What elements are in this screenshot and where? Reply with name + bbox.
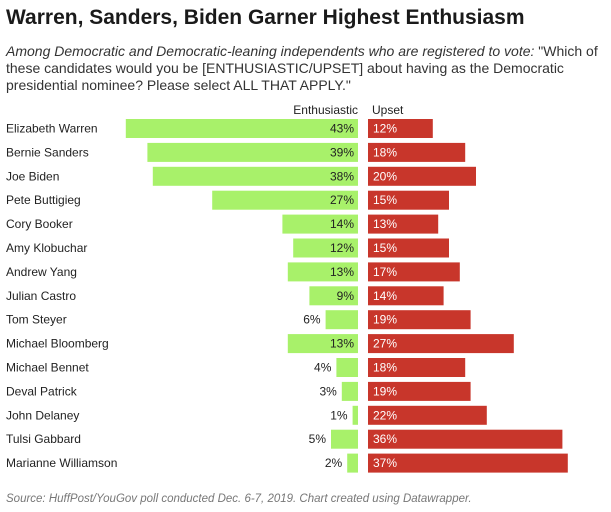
- data-label-enthusiastic: 1%: [330, 408, 348, 422]
- data-label-enthusiastic: 13%: [330, 337, 354, 351]
- bar-enthusiastic: [331, 429, 358, 449]
- bar-upset: [368, 453, 568, 473]
- category-label: Marianne Williamson: [6, 456, 117, 470]
- bar-enthusiastic: [325, 310, 358, 330]
- category-label: Amy Klobuchar: [6, 241, 87, 255]
- column-header-upset: Upset: [372, 103, 404, 117]
- chart-subtitle: Among Democratic and Democratic-leaning …: [6, 43, 602, 94]
- bar-upset: [368, 429, 563, 449]
- bar-upset: [368, 214, 439, 234]
- category-label: John Delaney: [6, 408, 79, 422]
- data-label-upset: 15%: [373, 193, 397, 207]
- category-label: Julian Castro: [6, 289, 76, 303]
- data-label-upset: 19%: [373, 313, 397, 327]
- bar-enthusiastic: [147, 142, 358, 162]
- category-label: Deval Patrick: [6, 384, 78, 398]
- data-label-upset: 19%: [373, 384, 397, 398]
- bar-upset: [368, 119, 433, 138]
- data-label-upset: 18%: [373, 361, 397, 375]
- category-label: Tom Steyer: [6, 313, 67, 327]
- bar-enthusiastic: [347, 453, 358, 473]
- data-label-upset: 37%: [373, 456, 397, 470]
- category-label: Michael Bennet: [6, 361, 89, 375]
- column-header-enthusiastic: Enthusiastic: [293, 103, 358, 117]
- data-label-upset: 36%: [373, 432, 397, 446]
- bar-enthusiastic: [212, 190, 358, 210]
- bar-enthusiastic: [152, 166, 358, 186]
- bar-enthusiastic: [293, 238, 358, 258]
- bar-upset: [368, 262, 460, 282]
- bar-enthusiastic: [309, 286, 358, 306]
- data-label-upset: 17%: [373, 265, 397, 279]
- data-label-upset: 27%: [373, 337, 397, 351]
- data-label-upset: 14%: [373, 289, 397, 303]
- data-label-enthusiastic: 12%: [330, 241, 354, 255]
- data-label-upset: 20%: [373, 169, 397, 183]
- data-label-enthusiastic: 5%: [309, 432, 327, 446]
- data-label-upset: 12%: [373, 122, 397, 136]
- data-label-enthusiastic: 2%: [325, 456, 343, 470]
- bar-upset: [368, 190, 449, 210]
- category-label: Elizabeth Warren: [6, 122, 98, 136]
- data-label-upset: 13%: [373, 217, 397, 231]
- category-label: Cory Booker: [6, 217, 73, 231]
- bar-upset: [368, 381, 471, 401]
- bar-enthusiastic: [287, 262, 358, 282]
- category-label: Tulsi Gabbard: [6, 432, 81, 446]
- bar-enthusiastic: [352, 405, 358, 425]
- chart-title: Warren, Sanders, Biden Garner Highest En…: [6, 6, 525, 29]
- bar-upset: [368, 334, 514, 354]
- bar-enthusiastic: [341, 381, 358, 401]
- data-label-enthusiastic: 39%: [330, 145, 354, 159]
- data-label-enthusiastic: 14%: [330, 217, 354, 231]
- data-label-enthusiastic: 9%: [337, 289, 355, 303]
- bar-enthusiastic: [287, 334, 358, 354]
- data-label-enthusiastic: 6%: [303, 313, 321, 327]
- data-label-enthusiastic: 13%: [330, 265, 354, 279]
- bar-enthusiastic: [282, 214, 358, 234]
- bar-upset: [368, 166, 476, 186]
- bar-upset: [368, 310, 471, 330]
- category-label: Joe Biden: [6, 169, 59, 183]
- source-note: Source: HuffPost/YouGov poll conducted D…: [6, 493, 472, 505]
- subtitle-lead: Among Democratic and Democratic-leaning …: [6, 43, 535, 59]
- bar-upset: [368, 142, 466, 162]
- category-label: Andrew Yang: [6, 265, 77, 279]
- bar-enthusiastic: [336, 358, 358, 377]
- category-label: Michael Bloomberg: [6, 337, 109, 351]
- data-label-enthusiastic: 3%: [319, 384, 337, 398]
- data-label-enthusiastic: 4%: [314, 361, 332, 375]
- data-label-upset: 15%: [373, 241, 397, 255]
- bar-enthusiastic: [125, 119, 358, 138]
- category-label: Bernie Sanders: [6, 145, 89, 159]
- bar-upset: [368, 238, 449, 258]
- category-label: Pete Buttigieg: [6, 193, 81, 207]
- data-label-enthusiastic: 43%: [330, 122, 354, 136]
- bar-upset: [368, 286, 444, 306]
- data-label-enthusiastic: 38%: [330, 169, 354, 183]
- data-label-upset: 18%: [373, 145, 397, 159]
- bar-upset: [368, 358, 466, 377]
- data-label-enthusiastic: 27%: [330, 193, 354, 207]
- subtitle-question: "Which of these candidates would you be …: [6, 43, 598, 93]
- data-label-upset: 22%: [373, 408, 397, 422]
- bar-upset: [368, 405, 487, 425]
